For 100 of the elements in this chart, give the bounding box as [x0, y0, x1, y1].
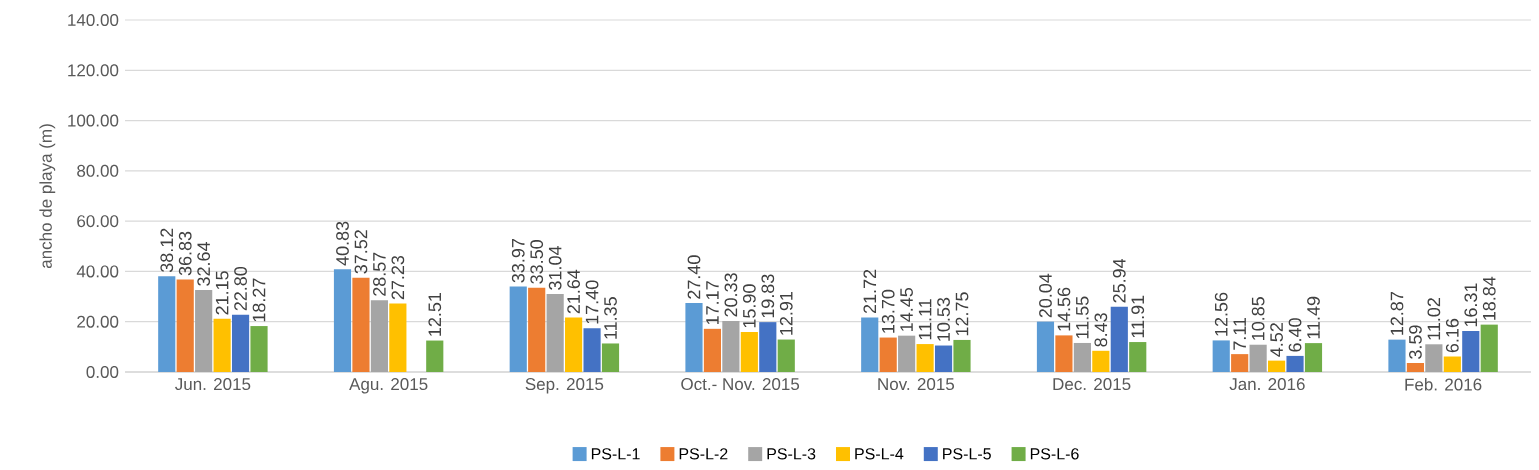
bar: [759, 322, 777, 373]
data-label: 12.87: [1390, 292, 1404, 335]
data-label: 38.12: [160, 228, 174, 273]
legend-label: PS-L-6: [1030, 448, 1079, 460]
x-tick-label: Agu. 2015: [349, 378, 428, 394]
y-axis-title: ancho de playa (m): [39, 124, 56, 269]
bar: [546, 293, 564, 373]
bar: [1212, 340, 1230, 373]
data-label: 11.91: [1131, 295, 1145, 338]
data-label: 18.84: [1482, 276, 1496, 320]
bar: [777, 339, 795, 373]
data-label: 28.57: [373, 252, 386, 296]
bar: [703, 328, 722, 373]
bar: [1110, 306, 1128, 373]
data-label: 12.91: [779, 292, 793, 335]
data-label: 3.59: [1409, 325, 1422, 359]
data-label: 11.49: [1307, 296, 1320, 339]
x-tick-label: Oct.- Nov. 2015: [681, 378, 800, 391]
legend-label: PS-L-1: [591, 448, 640, 460]
y-tick-label: 0.00: [86, 366, 119, 379]
bar: [953, 339, 971, 373]
bar: [1231, 354, 1249, 373]
bar: [1286, 355, 1304, 373]
bar: [528, 287, 546, 373]
legend-label: PS-L-3: [767, 448, 816, 460]
data-label: 12.56: [1214, 292, 1228, 336]
data-label: 21.64: [567, 269, 580, 314]
data-label: 17.17: [706, 281, 719, 325]
bar: [352, 277, 370, 373]
bar: [740, 332, 758, 373]
bar: [601, 343, 620, 373]
data-label: 21.15: [215, 271, 229, 315]
data-label: 10.85: [1251, 297, 1265, 340]
x-tick-label: Jun. 2015: [175, 378, 251, 391]
data-label: 11.55: [1076, 296, 1089, 339]
bar: [685, 303, 703, 373]
bar: [213, 318, 231, 373]
data-label: 14.56: [1057, 287, 1071, 331]
bar: [1092, 350, 1110, 373]
data-label: 22.80: [234, 266, 247, 311]
bar: [1073, 342, 1091, 373]
legend-label: PS-L-4: [855, 448, 904, 460]
bar: [509, 286, 527, 373]
bar: [1388, 339, 1406, 373]
bar: [916, 344, 934, 373]
data-label: 36.83: [178, 231, 192, 276]
legend-label: PS-L-5: [943, 448, 991, 460]
bar: [861, 317, 879, 373]
data-label: 6.40: [1288, 318, 1302, 352]
x-tick-label: Sep. 2015: [525, 378, 604, 394]
data-label: 10.53: [937, 297, 950, 341]
bar: [934, 345, 953, 373]
data-label: 32.64: [197, 242, 211, 286]
bar: [1129, 342, 1147, 373]
data-label: 20.04: [1039, 273, 1052, 318]
y-tick-label: 60.00: [77, 215, 119, 228]
data-label: 8.43: [1094, 313, 1108, 347]
data-label: 40.83: [336, 221, 349, 266]
data-label: 11.02: [1427, 298, 1441, 340]
data-label: 17.40: [585, 280, 599, 324]
data-label: 33.50: [530, 240, 544, 284]
legend-label: PS-L-2: [679, 448, 728, 460]
data-label: 20.33: [724, 273, 738, 317]
data-label: 12.75: [955, 292, 969, 336]
data-label: 14.45: [900, 288, 913, 331]
data-label: 7.11: [1233, 317, 1246, 350]
data-label: 25.94: [1112, 258, 1126, 303]
data-label: 6.16: [1445, 318, 1459, 353]
bar: [1443, 356, 1461, 373]
bar: [389, 303, 407, 373]
bar: [333, 269, 352, 373]
bar: [370, 300, 388, 373]
bar: [583, 328, 601, 373]
bar: [879, 337, 897, 373]
y-tick-label: 40.00: [76, 265, 119, 278]
data-label: 19.83: [761, 274, 775, 318]
bar: [898, 335, 916, 373]
bar: [1036, 321, 1055, 373]
data-label: 12.51: [428, 293, 442, 336]
data-label: 33.97: [511, 239, 525, 283]
bar: [231, 314, 250, 373]
data-label: 11.35: [604, 297, 617, 339]
x-tick-label: Nov. 2015: [878, 378, 955, 391]
bar: [1480, 324, 1498, 373]
data-label: 18.27: [252, 278, 266, 322]
bar: [250, 326, 268, 373]
y-tick-label: 100.00: [68, 114, 119, 127]
data-label: 4.52: [1270, 323, 1283, 357]
x-tick-label: Jan. 2016: [1229, 378, 1305, 391]
data-label: 37.52: [354, 230, 368, 274]
bar: [1304, 343, 1323, 373]
bar: [565, 317, 583, 373]
bar: [1462, 331, 1480, 373]
bar: [426, 340, 444, 373]
data-label: 15.90: [742, 284, 756, 328]
bar: [176, 279, 194, 373]
bar: [1268, 360, 1286, 373]
y-tick-label: 120.00: [68, 64, 119, 77]
y-tick-label: 20.00: [77, 315, 119, 328]
bar: [722, 320, 740, 373]
